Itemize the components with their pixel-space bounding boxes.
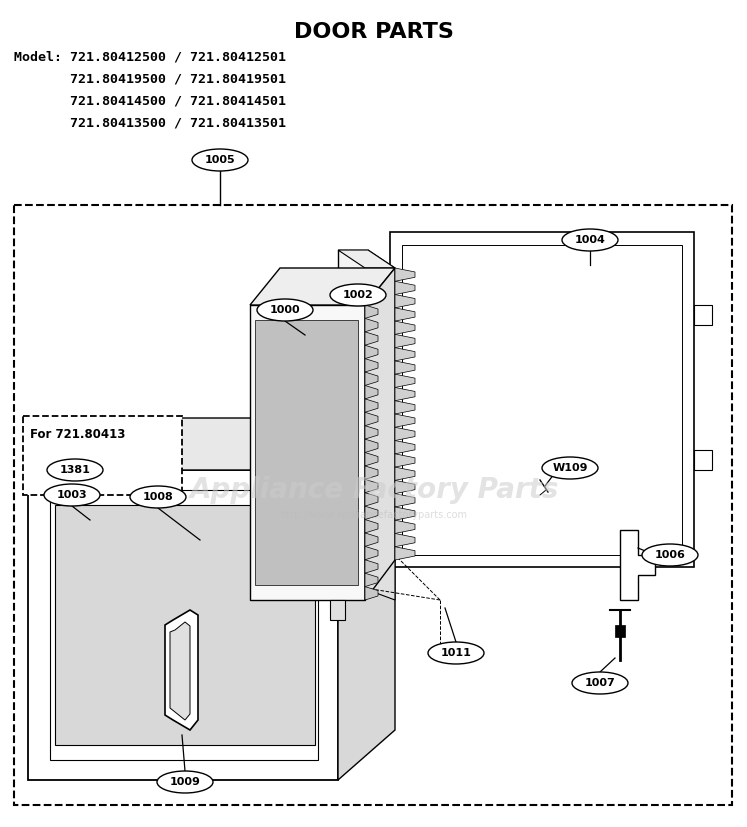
Polygon shape — [28, 470, 338, 780]
Polygon shape — [395, 401, 415, 414]
Text: 1007: 1007 — [585, 678, 616, 688]
Polygon shape — [395, 374, 415, 388]
Polygon shape — [28, 418, 395, 470]
Polygon shape — [338, 250, 395, 268]
Text: 1009: 1009 — [170, 777, 200, 787]
Text: 1381: 1381 — [60, 465, 90, 475]
Polygon shape — [395, 454, 415, 467]
Polygon shape — [395, 547, 415, 560]
Polygon shape — [365, 452, 378, 466]
Text: 1008: 1008 — [143, 492, 173, 502]
Polygon shape — [395, 281, 415, 294]
Text: Model: 721.80412500 / 721.80412501: Model: 721.80412500 / 721.80412501 — [14, 50, 286, 63]
Text: 1002: 1002 — [343, 290, 374, 300]
Polygon shape — [395, 321, 415, 334]
Text: 1006: 1006 — [654, 550, 686, 560]
Ellipse shape — [572, 672, 628, 694]
Polygon shape — [395, 507, 415, 520]
Ellipse shape — [562, 229, 618, 251]
Polygon shape — [250, 268, 395, 305]
Polygon shape — [694, 450, 712, 470]
Ellipse shape — [44, 484, 100, 506]
Polygon shape — [365, 268, 395, 600]
Polygon shape — [395, 467, 415, 480]
Polygon shape — [390, 232, 694, 567]
FancyBboxPatch shape — [23, 416, 182, 495]
Text: http://www.appliancefactoryparts.com: http://www.appliancefactoryparts.com — [281, 510, 468, 520]
Polygon shape — [365, 547, 378, 560]
Polygon shape — [372, 315, 390, 335]
Polygon shape — [365, 332, 378, 345]
Text: DOOR PARTS: DOOR PARTS — [294, 22, 454, 42]
Text: 721.80413500 / 721.80413501: 721.80413500 / 721.80413501 — [14, 116, 286, 129]
Polygon shape — [365, 372, 378, 385]
Polygon shape — [365, 426, 378, 439]
Polygon shape — [365, 560, 378, 573]
Polygon shape — [395, 533, 415, 547]
Polygon shape — [365, 399, 378, 413]
Polygon shape — [365, 359, 378, 372]
Ellipse shape — [330, 284, 386, 306]
Ellipse shape — [47, 459, 103, 481]
Text: 1011: 1011 — [441, 648, 471, 658]
Polygon shape — [365, 533, 378, 547]
Text: For 721.80413: For 721.80413 — [30, 428, 125, 441]
Polygon shape — [365, 466, 378, 480]
Polygon shape — [365, 305, 378, 318]
Polygon shape — [365, 480, 378, 493]
Polygon shape — [165, 610, 198, 730]
Polygon shape — [395, 347, 415, 361]
Polygon shape — [395, 480, 415, 494]
Polygon shape — [694, 305, 712, 325]
Text: W109: W109 — [552, 463, 588, 473]
Polygon shape — [395, 294, 415, 308]
Text: 1000: 1000 — [270, 305, 300, 315]
Bar — [615, 625, 625, 637]
Polygon shape — [330, 600, 345, 620]
Text: 721.80414500 / 721.80414501: 721.80414500 / 721.80414501 — [14, 94, 286, 107]
Polygon shape — [365, 586, 378, 600]
Polygon shape — [395, 414, 415, 428]
Polygon shape — [395, 361, 415, 374]
Ellipse shape — [157, 771, 213, 793]
Text: 1005: 1005 — [205, 155, 235, 165]
Polygon shape — [365, 413, 378, 426]
Polygon shape — [395, 428, 415, 441]
Polygon shape — [55, 505, 315, 745]
Ellipse shape — [542, 457, 598, 479]
Polygon shape — [395, 441, 415, 454]
Polygon shape — [255, 320, 358, 585]
Ellipse shape — [192, 149, 248, 171]
Ellipse shape — [428, 642, 484, 664]
Polygon shape — [250, 305, 365, 600]
Ellipse shape — [642, 544, 698, 566]
Polygon shape — [395, 334, 415, 347]
Polygon shape — [170, 622, 190, 720]
Polygon shape — [365, 345, 378, 359]
Polygon shape — [365, 385, 378, 399]
Polygon shape — [338, 418, 395, 780]
Polygon shape — [365, 573, 378, 586]
Polygon shape — [395, 520, 415, 533]
Text: 1003: 1003 — [57, 490, 87, 500]
Polygon shape — [620, 530, 655, 600]
Polygon shape — [368, 250, 395, 600]
Polygon shape — [395, 494, 415, 507]
Ellipse shape — [130, 486, 186, 508]
Polygon shape — [372, 450, 390, 470]
Polygon shape — [365, 318, 378, 332]
Polygon shape — [365, 493, 378, 506]
Polygon shape — [395, 268, 415, 281]
Text: Appliance Factory Parts: Appliance Factory Parts — [189, 476, 559, 504]
Polygon shape — [365, 506, 378, 519]
Text: 721.80419500 / 721.80419501: 721.80419500 / 721.80419501 — [14, 72, 286, 85]
Polygon shape — [365, 439, 378, 452]
Polygon shape — [338, 250, 368, 590]
Polygon shape — [395, 308, 415, 321]
Polygon shape — [395, 388, 415, 401]
Polygon shape — [365, 519, 378, 533]
Text: 1004: 1004 — [574, 235, 605, 245]
Ellipse shape — [257, 299, 313, 321]
